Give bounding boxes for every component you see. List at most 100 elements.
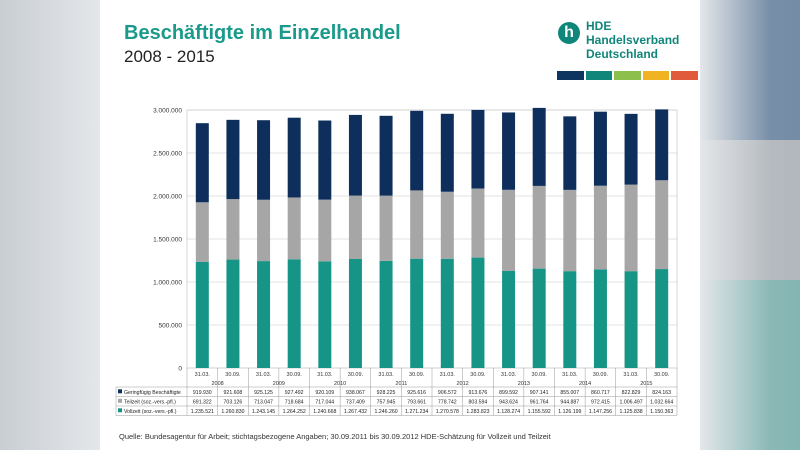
data-value-label: 944.887 — [560, 399, 579, 405]
hde-logo-icon: h — [558, 22, 580, 44]
data-value-label: 1.032.664 — [650, 399, 673, 405]
stacked-bar-chart: 0 500.000 1.000.000 1.500.000 2.000.000 2.500… — [115, 107, 678, 416]
x-category-label: 30.09. — [225, 372, 241, 378]
data-value-label: 691.322 — [193, 399, 212, 405]
logo-stripe — [557, 71, 584, 80]
x-category-label: 31.03. — [501, 372, 517, 378]
bar-segment-vollzeit — [318, 261, 332, 368]
x-category-label: 30.09. — [409, 372, 425, 378]
bar-segment-vollzeit — [563, 271, 577, 368]
data-value-label: 717.044 — [315, 399, 334, 405]
data-value-label: 899.592 — [499, 390, 518, 396]
bar-segment-teilzeit — [593, 185, 607, 270]
logo-stripe — [614, 71, 641, 80]
data-value-label: 925.616 — [407, 390, 426, 396]
bar-segment-geringfuegig — [440, 113, 454, 192]
logo-line-3: Deutschland — [586, 47, 659, 61]
y-tick-label: 1.000.000 — [153, 280, 182, 287]
y-tick-label: 3.000.000 — [153, 108, 182, 115]
data-value-label: 972.415 — [591, 399, 610, 405]
data-value-label: 860.717 — [591, 390, 610, 396]
x-category-label: 31.03. — [317, 372, 333, 378]
data-value-label: 757.945 — [377, 399, 396, 405]
bar-segment-teilzeit — [287, 197, 301, 260]
x-category-label: 30.09. — [287, 372, 303, 378]
bar-segment-geringfuegig — [226, 119, 240, 200]
logo-stripe — [642, 71, 670, 80]
x-category-label: 31.03. — [195, 372, 211, 378]
data-value-label: 1.246.260 — [375, 409, 398, 415]
bar-segment-teilzeit — [624, 184, 638, 272]
data-value-label: 920.109 — [315, 390, 334, 396]
data-value-label: 1.264.252 — [283, 409, 306, 415]
data-value-label: 737.409 — [346, 399, 365, 405]
bar-segment-vollzeit — [410, 258, 424, 368]
x-category-label: 30.09. — [348, 372, 364, 378]
data-value-label: 921.608 — [224, 390, 243, 396]
y-tick-label: 2.000.000 — [153, 194, 182, 201]
data-value-label: 919.930 — [193, 390, 212, 396]
right-backdrop — [700, 0, 800, 450]
x-category-label: 31.03. — [440, 372, 456, 378]
data-value-label: 1.271.234 — [405, 409, 428, 415]
data-value-label: 925.125 — [254, 390, 273, 396]
y-tick-label: 500.000 — [159, 323, 183, 330]
bar-segment-geringfuegig — [502, 112, 516, 190]
data-value-label: 1.147.256 — [589, 409, 612, 415]
data-value-label: 1.270.578 — [436, 409, 459, 415]
data-value-label: 913.676 — [469, 390, 488, 396]
x-category-label: 30.09. — [470, 372, 486, 378]
data-value-label: 1.128.274 — [497, 409, 520, 415]
legend-swatch — [118, 408, 122, 413]
x-category-label: 30.09. — [593, 372, 609, 378]
bar-segment-teilzeit — [410, 190, 424, 259]
data-value-label: 906.572 — [438, 390, 457, 396]
bar-segment-geringfuegig — [593, 111, 607, 186]
x-category-label: 30.09. — [654, 372, 670, 378]
bar-segment-vollzeit — [655, 269, 669, 368]
y-tick-label: 2.500.000 — [153, 151, 182, 158]
page-subtitle: 2008 - 2015 — [124, 47, 215, 66]
bar-segment-vollzeit — [257, 261, 271, 368]
data-value-label: 1.283.823 — [466, 409, 489, 415]
bar-segment-teilzeit — [379, 195, 393, 261]
bar-segment-teilzeit — [195, 202, 209, 262]
data-value-label: 928.225 — [377, 390, 396, 396]
data-value-label: 1.006.497 — [620, 399, 643, 405]
bar-segment-vollzeit — [379, 260, 393, 368]
x-category-label: 30.09. — [532, 372, 548, 378]
bar-segment-vollzeit — [471, 257, 485, 368]
logo-line-2: Handelsverband — [586, 33, 680, 47]
data-value-label: 1.267.432 — [344, 409, 367, 415]
y-tick-label: 0 — [178, 366, 182, 373]
data-value-label: 1.235.521 — [191, 409, 214, 415]
bar-segment-vollzeit — [287, 259, 301, 368]
bar-segment-vollzeit — [532, 268, 546, 368]
data-value-label: 713.047 — [254, 399, 273, 405]
data-value-label: 938.067 — [346, 390, 365, 396]
data-value-label: 1.125.838 — [620, 409, 643, 415]
data-value-label: 961.764 — [530, 399, 549, 405]
data-value-label: 1.126.199 — [558, 409, 581, 415]
legend-label: Teilzeit (soz.-vers.-pfl.) — [124, 399, 176, 405]
bar-segment-geringfuegig — [318, 120, 332, 200]
data-value-label: 1.240.668 — [313, 409, 336, 415]
logo-line-1: HDE — [586, 19, 612, 33]
bar-segment-teilzeit — [502, 189, 516, 271]
bar-segment-vollzeit — [593, 269, 607, 368]
y-tick-label: 1.500.000 — [153, 237, 182, 244]
bar-segment-teilzeit — [226, 199, 240, 260]
bar-segment-geringfuegig — [532, 107, 546, 186]
bar-segment-teilzeit — [532, 185, 546, 269]
data-value-label: 1.260.830 — [221, 409, 244, 415]
data-value-label: 793.661 — [407, 399, 426, 405]
left-backdrop — [0, 0, 100, 450]
bar-segment-geringfuegig — [379, 115, 393, 196]
data-value-label: 803.594 — [469, 399, 488, 405]
bar-segment-geringfuegig — [624, 113, 638, 185]
bar-segment-geringfuegig — [195, 123, 209, 203]
bar-segment-teilzeit — [348, 195, 362, 260]
bar-segment-vollzeit — [502, 270, 516, 368]
data-value-label: 1.150.363 — [650, 409, 673, 415]
logo-stripe — [585, 71, 613, 80]
